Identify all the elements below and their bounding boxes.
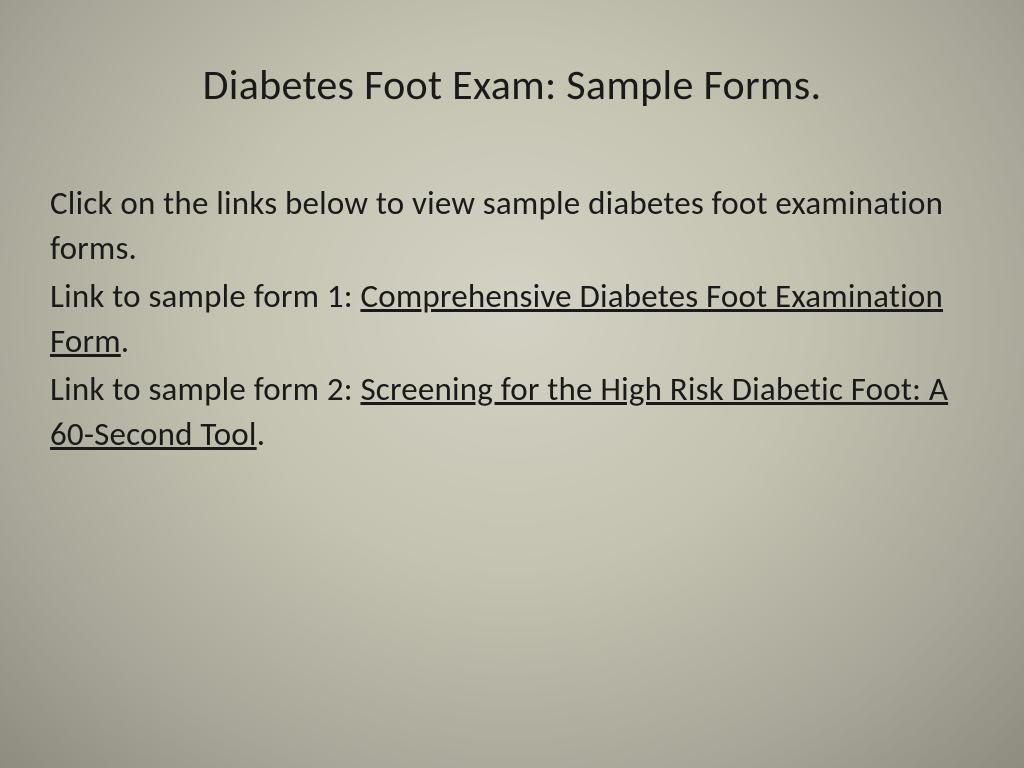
link2-line: Link to sample form 2: Screening for the… (50, 367, 974, 456)
link2-suffix: . (257, 414, 266, 454)
link1-line: Link to sample form 1: Comprehensive Dia… (50, 274, 974, 363)
link1-prefix: Link to sample form 1: (50, 276, 360, 316)
slide-container: Diabetes Foot Exam: Sample Forms. Click … (0, 0, 1024, 768)
link1-suffix: . (121, 321, 130, 361)
slide-body: Click on the links below to view sample … (50, 181, 974, 456)
slide-title: Diabetes Foot Exam: Sample Forms. (50, 60, 974, 111)
intro-text: Click on the links below to view sample … (50, 181, 974, 270)
link2-prefix: Link to sample form 2: (50, 369, 360, 409)
